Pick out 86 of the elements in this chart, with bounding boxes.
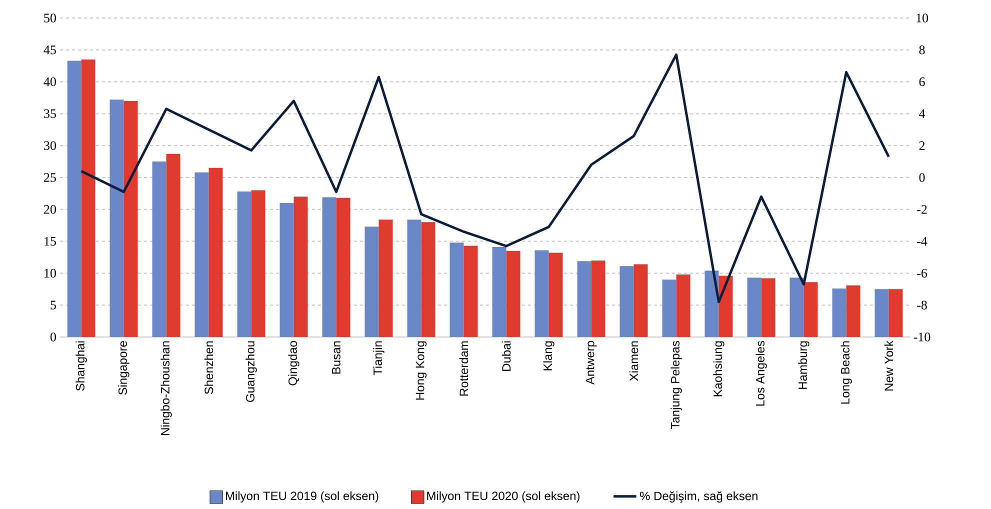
bar xyxy=(280,203,294,337)
y-tick-label: 5 xyxy=(50,300,56,310)
y2-tick-label: 4 xyxy=(919,109,926,118)
y-tick-label: 50 xyxy=(44,14,56,22)
y2-tick-label: -10 xyxy=(914,332,930,342)
bar xyxy=(676,274,690,337)
bar xyxy=(378,220,393,337)
x-tick-label: Tianjin xyxy=(373,341,384,376)
x-tick-label: Los Angeles xyxy=(756,340,767,406)
x-tick-label: Hamburg xyxy=(798,341,810,389)
bar xyxy=(407,220,422,337)
bar xyxy=(166,154,180,337)
x-tick-label: Qingdao xyxy=(288,341,300,386)
bar xyxy=(81,59,96,337)
bar xyxy=(322,197,336,337)
bar xyxy=(208,168,223,337)
bar xyxy=(832,288,846,337)
x-tick-label: Rotterdam xyxy=(459,341,468,396)
y2-tick-label: 8 xyxy=(919,46,925,54)
bar xyxy=(506,250,520,337)
y-tick-label: 0 xyxy=(50,332,56,342)
bar xyxy=(577,261,592,337)
bar xyxy=(421,222,436,337)
bar xyxy=(464,246,478,337)
y2-tick-label: -6 xyxy=(917,268,928,278)
legend-label: Milyon TEU 2019 (sol eksen) xyxy=(226,491,378,503)
bar xyxy=(790,278,804,337)
x-tick-label: Singapore xyxy=(118,341,130,395)
y-tick-label: 20 xyxy=(44,205,56,214)
bar xyxy=(294,196,308,337)
y2-tick-label: -2 xyxy=(917,205,927,214)
x-tick-label: Hong Kong xyxy=(416,341,427,400)
bar xyxy=(620,266,634,337)
bar xyxy=(237,192,252,337)
x-tick-label: Busan xyxy=(332,341,340,374)
bar xyxy=(450,242,464,337)
bar xyxy=(548,252,563,337)
bar xyxy=(591,260,606,337)
x-tick-label: Shanghai xyxy=(76,341,87,391)
bar xyxy=(888,289,903,337)
y-tick-label: 15 xyxy=(44,236,56,246)
bar xyxy=(194,172,209,337)
bar xyxy=(67,60,82,337)
x-tick-label: Dubai xyxy=(502,341,511,371)
y2-tick-label: -8 xyxy=(917,300,927,310)
bar xyxy=(251,190,266,337)
y-tick-label: 35 xyxy=(44,109,56,118)
bar xyxy=(364,226,379,337)
y2-tick-label: 2 xyxy=(919,141,925,150)
x-tick-label: Shenzhen xyxy=(204,341,214,394)
legend-label: % Değişim, sağ eksen xyxy=(640,491,758,503)
bar xyxy=(874,289,889,337)
y-tick-label: 10 xyxy=(44,268,56,278)
bar xyxy=(152,162,166,337)
bar xyxy=(662,280,676,337)
bar xyxy=(110,100,124,337)
bar xyxy=(747,278,762,337)
bar xyxy=(761,278,776,337)
y-tick-label: 40 xyxy=(44,77,56,86)
bar xyxy=(846,285,860,337)
bar xyxy=(534,250,549,337)
x-tick-label: New York xyxy=(884,340,894,390)
bar xyxy=(634,264,648,337)
bar xyxy=(804,282,818,337)
x-tick-label: Guangzhou xyxy=(246,341,257,402)
bar xyxy=(492,247,506,337)
y2-tick-label: 6 xyxy=(919,77,925,86)
y2-tick-label: -4 xyxy=(917,237,928,246)
x-tick-label: Klang xyxy=(543,341,554,370)
y-tick-label: 30 xyxy=(44,141,56,150)
y-tick-label: 25 xyxy=(44,173,56,182)
y-tick-label: 45 xyxy=(44,46,56,54)
bar xyxy=(336,198,350,337)
x-tick-label: Long Beach xyxy=(840,341,852,404)
x-tick-label: Antwerp xyxy=(586,341,597,385)
line-series xyxy=(80,53,890,304)
bar xyxy=(704,270,719,337)
x-tick-label: Xiamen xyxy=(629,341,638,381)
x-tick-label: Ningbo-Zhoushan xyxy=(160,341,172,435)
bar xyxy=(718,276,733,337)
x-tick-label: Kaohsiung xyxy=(713,341,724,396)
bar xyxy=(124,100,138,337)
x-tick-label: Tanjung Pelepas xyxy=(670,341,682,430)
legend-label: Milyon TEU 2020 (sol eksen) xyxy=(427,491,580,503)
y2-tick-label: 0 xyxy=(919,173,925,182)
y2-tick-label: 10 xyxy=(916,14,928,22)
